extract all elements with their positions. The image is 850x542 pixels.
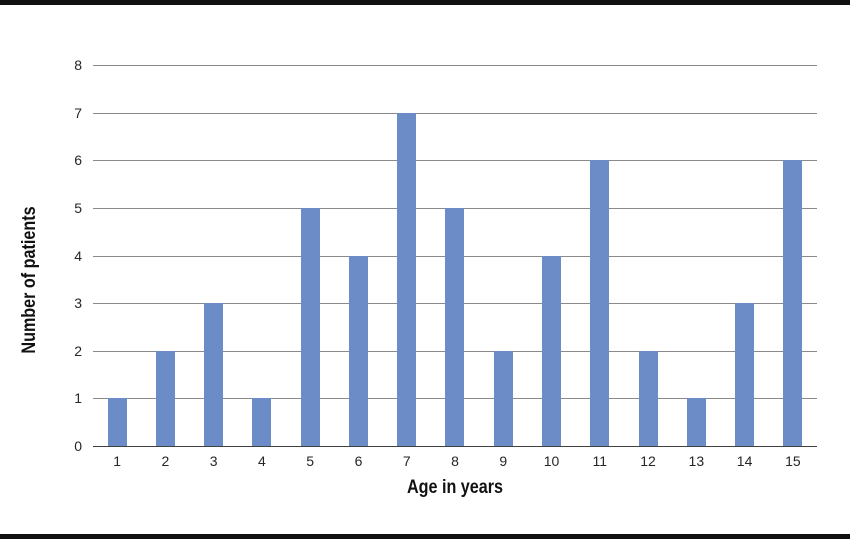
bar-age-12 <box>638 350 658 446</box>
gridline-y-8 <box>93 65 817 66</box>
bar-age-13 <box>686 398 706 446</box>
x-axis-tick-labels: 1 2 3 4 5 6 7 8 9 10 11 12 13 14 15 <box>93 453 817 469</box>
bar-column-age-2 <box>141 65 189 446</box>
x-tick-label-6: 6 <box>354 453 363 469</box>
bar-age-7 <box>397 112 417 446</box>
bar-age-15 <box>783 160 803 446</box>
gridline-y-7 <box>93 112 817 114</box>
figure-bottom-rule <box>0 534 850 539</box>
x-tick-label-12: 12 <box>640 453 656 469</box>
plot-area <box>93 65 817 447</box>
y-tick-label-4: 4 <box>74 247 82 264</box>
bar-column-age-9 <box>479 65 527 446</box>
bar-column-age-3 <box>190 65 238 446</box>
bar-age-4 <box>252 398 272 446</box>
y-tick-label-0: 0 <box>74 438 82 454</box>
bar-column-age-15 <box>769 65 817 446</box>
bar-age-5 <box>300 207 320 446</box>
y-tick-label-5: 5 <box>74 199 82 216</box>
x-tick-label-5: 5 <box>306 453 315 469</box>
bar-column-age-6 <box>334 65 382 446</box>
x-tick-label-9: 9 <box>499 453 508 469</box>
bar-series <box>93 65 817 446</box>
x-tick-label-14: 14 <box>736 453 753 469</box>
x-tick-label-10: 10 <box>543 453 560 469</box>
bar-age-10 <box>542 255 562 446</box>
x-tick-label-8: 8 <box>451 453 459 469</box>
y-tick-label-3: 3 <box>74 295 82 312</box>
bar-column-age-13 <box>672 65 720 446</box>
gridline-y-6 <box>93 160 817 162</box>
figure-top-rule <box>0 0 850 5</box>
bar-age-8 <box>445 207 465 446</box>
x-tick-label-13: 13 <box>688 453 705 469</box>
bar-column-age-5 <box>286 65 334 446</box>
bar-column-age-8 <box>431 65 479 446</box>
bar-age-3 <box>204 303 224 446</box>
bar-column-age-10 <box>527 65 575 446</box>
x-tick-label-1: 1 <box>113 453 122 469</box>
y-tick-label-6: 6 <box>74 152 82 169</box>
bar-age-11 <box>590 160 610 446</box>
bar-age-1 <box>107 398 127 446</box>
x-axis-title: Age in years <box>406 477 504 498</box>
bar-column-age-1 <box>93 65 141 446</box>
y-tick-label-8: 8 <box>74 57 82 73</box>
y-tick-label-7: 7 <box>74 104 82 121</box>
x-tick-label-7: 7 <box>402 453 411 469</box>
x-tick-label-15: 15 <box>785 453 801 469</box>
bar-age-6 <box>348 255 368 446</box>
bar-column-age-14 <box>720 65 768 446</box>
bar-column-age-11 <box>576 65 624 446</box>
bar-age-2 <box>155 350 175 446</box>
bar-age-14 <box>735 303 755 446</box>
bar-column-age-7 <box>383 65 431 446</box>
x-tick-label-4: 4 <box>258 453 266 469</box>
y-tick-label-1: 1 <box>74 390 82 407</box>
x-tick-label-3: 3 <box>209 453 218 469</box>
bar-column-age-4 <box>238 65 286 446</box>
y-axis-tick-labels: 0 1 2 3 4 5 6 7 8 <box>48 58 82 453</box>
x-tick-label-11: 11 <box>592 453 608 469</box>
y-tick-label-2: 2 <box>74 342 82 359</box>
x-tick-label-2: 2 <box>161 453 170 469</box>
bar-column-age-12 <box>624 65 672 446</box>
bar-age-9 <box>493 350 513 446</box>
y-axis-title: Number of patients <box>19 206 40 354</box>
